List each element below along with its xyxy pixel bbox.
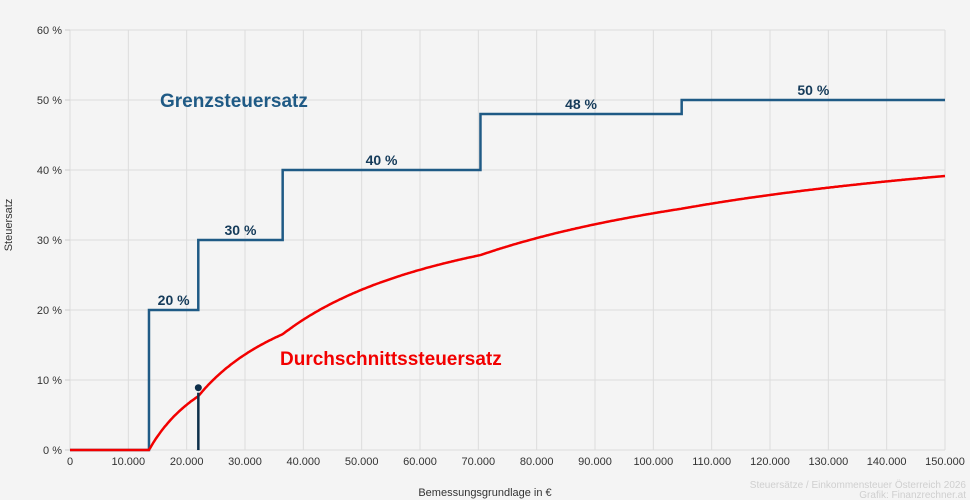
- x-tick-label: 60.000: [403, 456, 437, 468]
- y-tick-label: 60 %: [37, 25, 62, 37]
- x-tick-label: 20.000: [170, 456, 204, 468]
- x-tick-label: 30.000: [228, 456, 262, 468]
- x-tick-label: 130.000: [808, 456, 848, 468]
- x-tick-label: 90.000: [578, 456, 612, 468]
- x-tick-label: 10.000: [112, 456, 146, 468]
- bracket-labels: 20 % 30 % 40 % 48 % 50 %: [158, 82, 830, 308]
- x-tick-label: 0: [67, 456, 73, 468]
- y-axis-label: Steuersatz: [3, 199, 15, 252]
- x-tick-label: 70.000: [462, 456, 496, 468]
- y-tick-label: 50 %: [37, 95, 62, 107]
- bracket-label: 20 %: [158, 292, 190, 308]
- bracket-label: 50 %: [797, 82, 829, 98]
- y-tick-label: 0 %: [43, 445, 62, 457]
- bracket-label: 40 %: [366, 152, 398, 168]
- y-tick-label: 40 %: [37, 165, 62, 177]
- marker-dot: [194, 384, 202, 392]
- credit-line-1: Steuersätze / Einkommensteuer Österreich…: [750, 479, 967, 491]
- bracket-label: 48 %: [565, 96, 597, 112]
- grid: [69, 29, 946, 451]
- y-tick-label: 30 %: [37, 235, 62, 247]
- x-tick-label: 40.000: [287, 456, 321, 468]
- y-tick-label: 10 %: [37, 375, 62, 387]
- series-label-grenzsteuersatz: Grenzsteuersatz: [160, 91, 308, 112]
- x-tick-label: 80.000: [520, 456, 554, 468]
- x-axis-ticks: 0 10.000 20.000 30.000 40.000 50.000 60.000 70.…: [67, 456, 965, 468]
- credit-line-2: Grafik: Finanzrechner.at: [859, 490, 966, 500]
- x-tick-label: 150.000: [925, 456, 965, 468]
- series-label-durchschnittssteuersatz: Durchschnittssteuersatz: [280, 349, 502, 370]
- x-tick-label: 50.000: [345, 456, 379, 468]
- y-axis-ticks: 0 % 10 % 20 % 30 % 40 % 50 % 60 %: [37, 25, 70, 457]
- y-tick-label: 20 %: [37, 305, 62, 317]
- average-rate-line: [70, 174, 946, 452]
- bracket-label: 30 %: [225, 222, 257, 238]
- x-tick-label: 100.000: [633, 456, 673, 468]
- x-axis-label: Bemessungsgrundlage in €: [418, 487, 551, 499]
- x-tick-label: 140.000: [867, 456, 907, 468]
- x-tick-label: 110.000: [692, 456, 731, 468]
- x-tick-label: 120.000: [750, 456, 790, 468]
- marginal-rate-line: [70, 98, 945, 452]
